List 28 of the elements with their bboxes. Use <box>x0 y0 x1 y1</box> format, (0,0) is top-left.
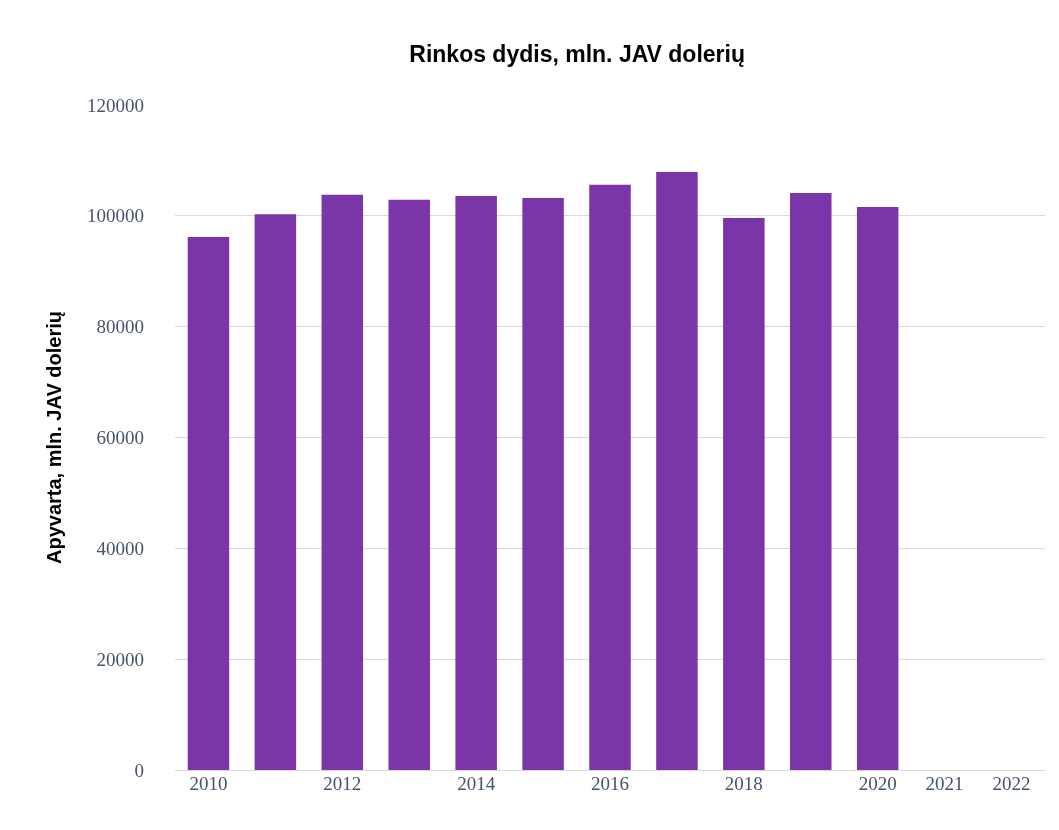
x-tick-label: 2012 <box>323 773 362 794</box>
bar <box>790 193 832 770</box>
bar <box>723 218 765 770</box>
bar <box>522 198 564 770</box>
chart-title: Rinkos dydis, mln. JAV dolerių <box>409 41 746 67</box>
bar <box>856 206 899 770</box>
y-tick-label: 40000 <box>96 537 144 559</box>
bar <box>254 214 297 770</box>
bar <box>656 172 698 770</box>
x-tick-label: 2016 <box>591 773 629 794</box>
y-tick-label: 0 <box>134 759 144 781</box>
bar <box>455 195 497 770</box>
x-tick-label: 2018 <box>724 773 763 794</box>
bar <box>321 194 364 770</box>
y-tick-label: 80000 <box>96 316 144 338</box>
y-tick-label: 60000 <box>96 427 144 449</box>
bar <box>388 199 430 770</box>
y-tick-label: 100000 <box>87 205 144 227</box>
bar <box>187 236 230 770</box>
x-tick-label: 2014 <box>457 773 496 794</box>
x-tick-label: 2021 <box>925 773 964 794</box>
y-axis-title: Apyvarta, mln. JAV dolerių <box>42 310 65 565</box>
y-tick-label: 20000 <box>96 648 144 670</box>
x-tick-label: 2022 <box>992 773 1031 794</box>
y-tick-label: 120000 <box>87 94 144 116</box>
x-tick-label: 2020 <box>858 773 897 794</box>
bar <box>589 184 631 770</box>
x-tick-label: 2010 <box>189 773 228 794</box>
